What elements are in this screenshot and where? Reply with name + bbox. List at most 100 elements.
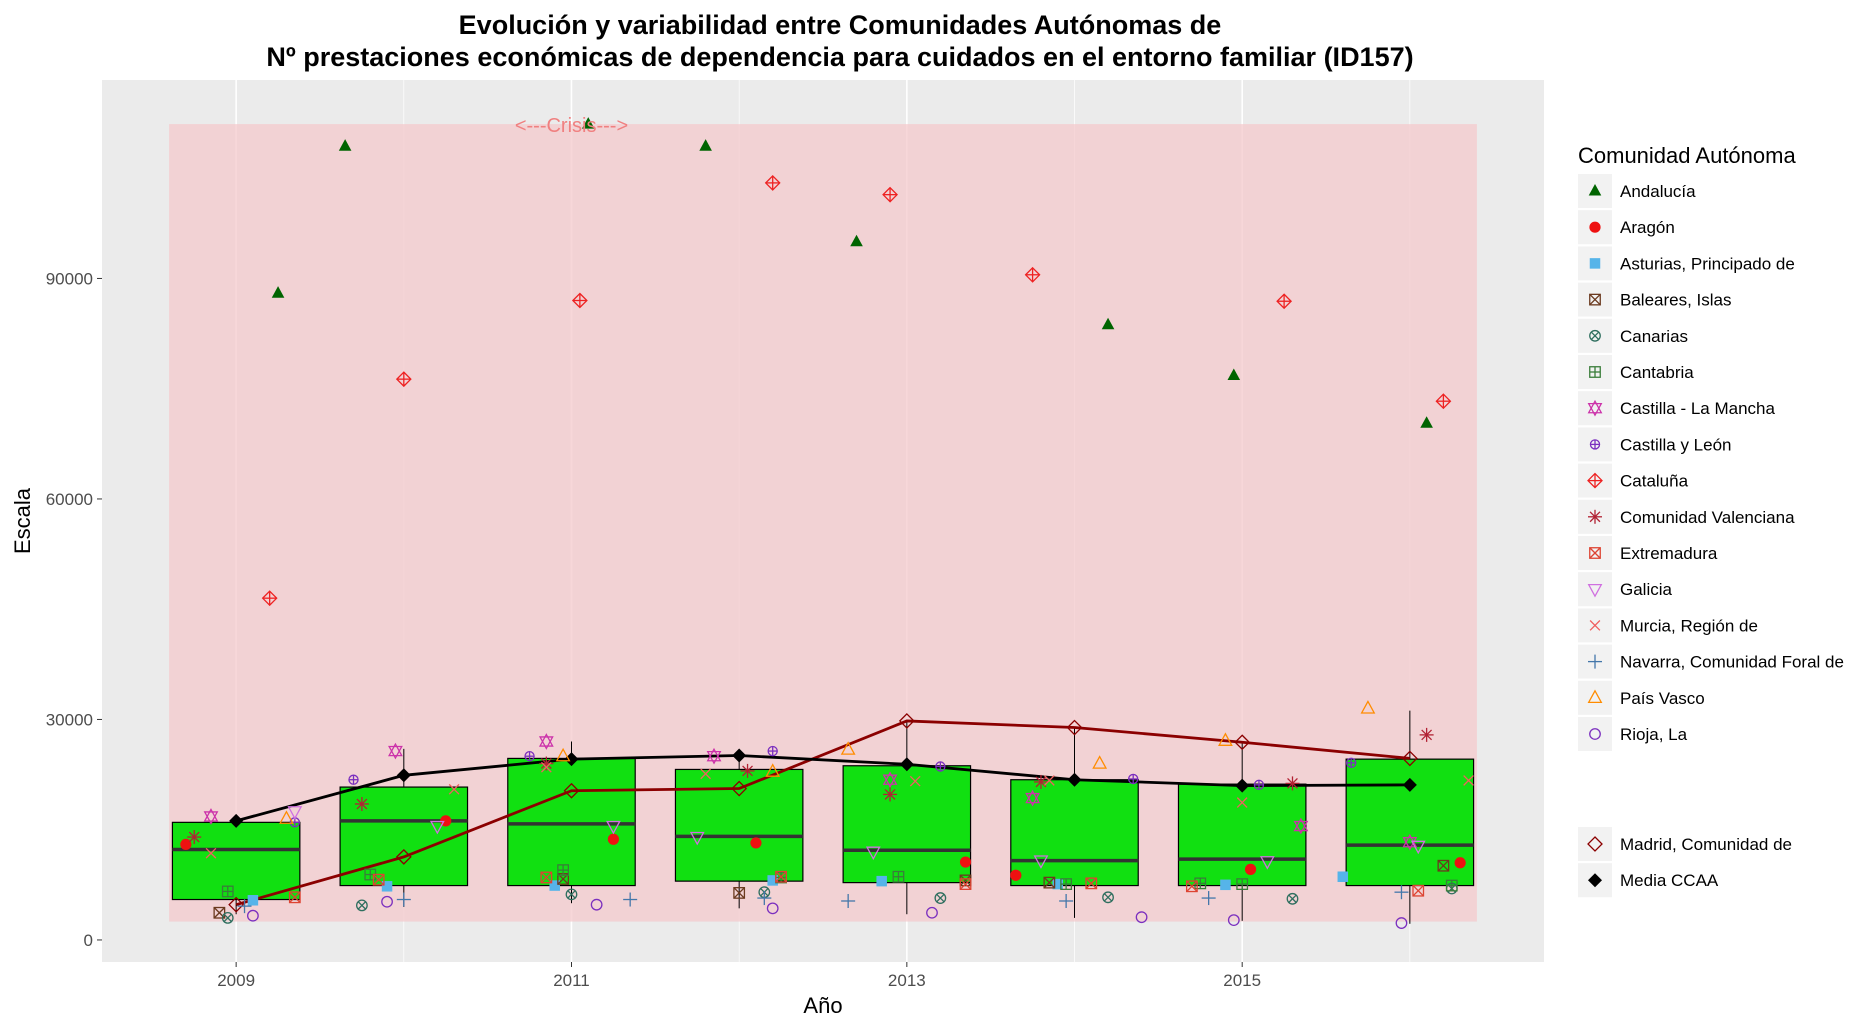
- circle-mark: [221, 912, 234, 924]
- point-asturias-principado-de: [767, 875, 778, 886]
- circle-mark: [1010, 869, 1022, 881]
- point-castilla-y-leon: [524, 751, 535, 762]
- legend-key: [1578, 680, 1612, 715]
- scatter-points: [180, 117, 1474, 929]
- diamond-mark: [899, 757, 914, 772]
- circle-mark: [607, 833, 620, 845]
- point-media-ccaa: [1235, 778, 1250, 793]
- asterisk-stroke: [1589, 511, 1601, 523]
- point-rioja-la: [1395, 917, 1408, 929]
- square-mark: [733, 887, 746, 899]
- legend-symbol: [1587, 584, 1603, 598]
- diamond-mark: [1235, 778, 1250, 793]
- square-mark: [1412, 884, 1425, 897]
- point-extremadura: [372, 873, 385, 886]
- point-galicia: [1259, 856, 1275, 870]
- diamond-mark: [228, 896, 245, 913]
- point-aragon: [750, 837, 762, 849]
- point-castilla-la-mancha: [882, 771, 898, 789]
- point-pais-vasco: [765, 763, 781, 777]
- legend-label: Asturias, Principado de: [1620, 254, 1795, 273]
- legend-key: [1578, 572, 1612, 607]
- triangle-mark: [882, 771, 898, 785]
- legend-label: Extremadura: [1620, 544, 1718, 563]
- circle-mark: [247, 909, 259, 922]
- point-extremadura: [1412, 884, 1425, 897]
- point-navarra-comunidad-foral-de: [757, 891, 772, 906]
- point-castilla-la-mancha: [203, 808, 219, 825]
- point-castilla-y-leon: [348, 774, 359, 785]
- point-madrid-comunidad-de: [1066, 719, 1083, 736]
- legend-title: Comunidad Autónoma: [1578, 143, 1796, 168]
- point-baleares-islas: [733, 887, 746, 899]
- legend-symbol: [1587, 399, 1603, 417]
- legend-label: Media CCAA: [1620, 871, 1719, 890]
- legend-symbol: [1589, 620, 1601, 631]
- triangle-mark: [840, 741, 856, 755]
- asterisk-stroke: [884, 789, 896, 800]
- triangle-mark: [1587, 399, 1603, 414]
- point-media-ccaa: [229, 813, 244, 828]
- square-mark: [549, 880, 560, 891]
- legend-symbol: [1588, 509, 1602, 524]
- x-stroke: [1589, 293, 1601, 306]
- triangle-mark: [1025, 789, 1040, 804]
- point-galicia: [606, 820, 621, 835]
- point-castilla-la-mancha: [388, 742, 403, 760]
- triangle-mark: [1587, 689, 1603, 703]
- circle-mark: [1454, 857, 1466, 869]
- point-murcia-region-de: [700, 768, 711, 780]
- diamond-mark: [732, 748, 747, 763]
- square-mark: [1437, 859, 1450, 872]
- y-tick-label: 60000: [46, 490, 93, 509]
- legend-symbol: [1589, 728, 1601, 740]
- x-stroke: [1589, 620, 1601, 631]
- triangle-mark: [699, 139, 712, 151]
- point-aragon: [607, 833, 620, 845]
- triangle-mark: [338, 139, 352, 151]
- circle-mark: [1589, 221, 1601, 233]
- diamond-mark: [396, 768, 411, 783]
- triangle-mark: [1293, 817, 1309, 832]
- legend-label: Canarias: [1620, 327, 1688, 346]
- legend-symbol: [1587, 472, 1603, 489]
- point-murcia-region-de: [1044, 775, 1055, 786]
- point-comunidad-valenciana: [1285, 776, 1300, 791]
- y-tick-label: 90000: [46, 269, 93, 288]
- legend-label: Cataluña: [1620, 472, 1689, 491]
- x-stroke: [700, 768, 711, 780]
- point-aragon: [1454, 857, 1466, 869]
- triangle-mark: [882, 774, 898, 789]
- point-media-ccaa: [1067, 772, 1082, 787]
- point-rioja-la: [766, 902, 779, 915]
- x-stroke: [1186, 880, 1198, 893]
- legend-label: Castilla y León: [1620, 435, 1732, 454]
- square-mark: [1052, 878, 1063, 890]
- box-body: [842, 765, 972, 884]
- diamond-mark: [1066, 719, 1083, 736]
- point-comunidad-valenciana: [1033, 774, 1048, 789]
- legend-label: Rioja, La: [1620, 725, 1688, 744]
- triangle-mark: [1218, 732, 1233, 746]
- point-asturias-principado-de: [247, 895, 259, 906]
- boxplot-2015: [1177, 741, 1307, 921]
- point-extremadura: [959, 878, 972, 890]
- x-stroke: [357, 901, 367, 910]
- point-cantabria: [1236, 878, 1249, 890]
- x-stroke: [1043, 876, 1056, 889]
- point-cataluna: [1276, 293, 1293, 310]
- legend: Comunidad Autónoma Andalucía Aragón Asturi…: [1578, 143, 1844, 898]
- point-asturias-principado-de: [381, 881, 393, 892]
- x-stroke: [1590, 331, 1600, 341]
- legend-symbol: [1589, 547, 1601, 559]
- point-galicia: [1033, 855, 1049, 869]
- legend-symbol: [1589, 293, 1601, 306]
- legend-key: [1578, 827, 1612, 861]
- point-extremadura: [1185, 880, 1198, 893]
- point-andalucia: [581, 117, 595, 129]
- x-stroke: [205, 847, 217, 859]
- triangle-mark: [1360, 700, 1376, 714]
- x-stroke: [959, 874, 972, 887]
- triangle-mark: [279, 810, 294, 824]
- diamond-mark: [395, 848, 412, 865]
